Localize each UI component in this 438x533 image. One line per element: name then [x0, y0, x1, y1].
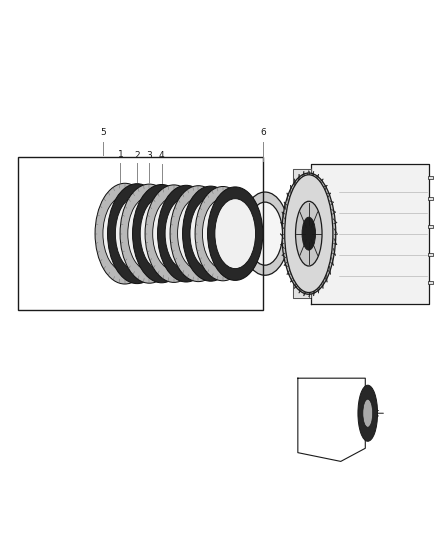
Ellipse shape [183, 186, 239, 281]
Ellipse shape [241, 192, 289, 275]
Polygon shape [293, 169, 311, 187]
Ellipse shape [195, 187, 251, 281]
Ellipse shape [170, 185, 227, 281]
Text: 1: 1 [117, 150, 124, 159]
Ellipse shape [177, 198, 219, 270]
Ellipse shape [358, 385, 378, 441]
Ellipse shape [115, 196, 159, 271]
Ellipse shape [165, 198, 207, 270]
Text: 2: 2 [134, 151, 140, 159]
Text: 4: 4 [159, 151, 164, 160]
Text: 6: 6 [260, 128, 266, 138]
Ellipse shape [133, 184, 191, 283]
Ellipse shape [190, 198, 231, 269]
Ellipse shape [363, 399, 373, 427]
Bar [428, 253, 433, 256]
Ellipse shape [296, 201, 322, 266]
Ellipse shape [208, 187, 263, 280]
Polygon shape [298, 378, 365, 462]
Ellipse shape [302, 217, 315, 250]
Ellipse shape [285, 175, 333, 293]
Bar [428, 176, 433, 179]
Ellipse shape [128, 197, 171, 271]
Polygon shape [293, 225, 311, 243]
Polygon shape [293, 281, 311, 298]
Bar [428, 281, 433, 285]
Ellipse shape [120, 184, 179, 283]
Ellipse shape [158, 185, 215, 282]
Ellipse shape [140, 197, 183, 270]
Ellipse shape [153, 197, 195, 270]
Ellipse shape [247, 202, 283, 265]
Ellipse shape [145, 185, 203, 282]
Text: 3: 3 [146, 151, 152, 160]
Ellipse shape [95, 183, 155, 284]
Ellipse shape [108, 184, 166, 284]
Bar [428, 225, 433, 229]
Ellipse shape [282, 173, 336, 294]
Ellipse shape [215, 199, 255, 269]
Polygon shape [311, 164, 429, 304]
Bar [18, 157, 263, 310]
Ellipse shape [103, 196, 147, 271]
Text: 5: 5 [100, 128, 106, 138]
Bar [428, 197, 433, 200]
Ellipse shape [202, 198, 244, 269]
